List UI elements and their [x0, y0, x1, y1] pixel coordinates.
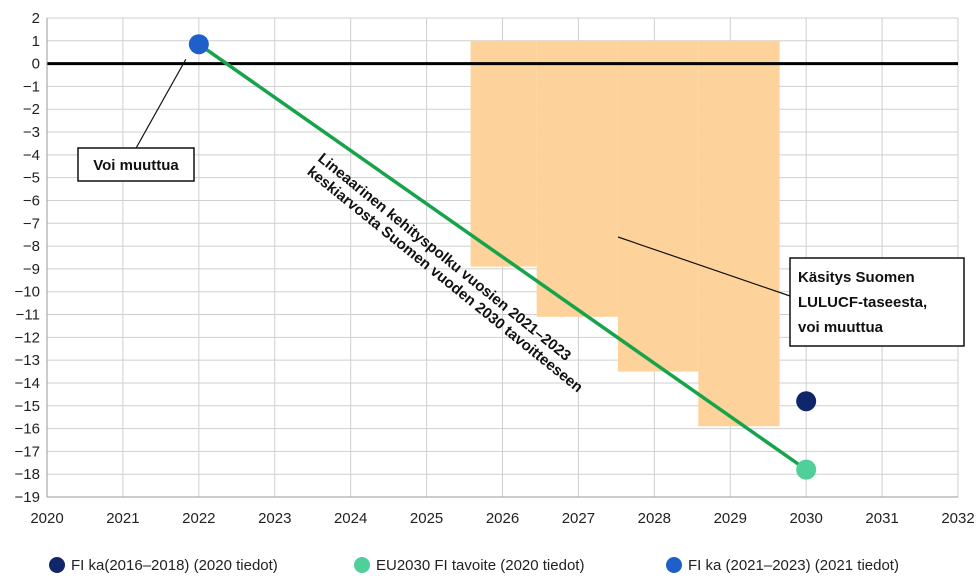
y-tick-label: −10: [15, 284, 40, 301]
x-tick-label: 2032: [941, 510, 974, 527]
legend-item-fi-ka-2021-2023: FI ka (2021–2023) (2021 tiedot): [666, 557, 899, 574]
data-points: [188, 34, 817, 480]
band-annotation-line3: voi muuttua: [798, 319, 884, 336]
legend-marker-fi-ka-2021-2023: [666, 557, 682, 573]
x-tick-labels: 2020 2021 2022 2023 2024 2025 2026 2027 2028 2029…: [30, 510, 974, 527]
legend-label-fi-ka-2021-2023: FI ka (2021–2023) (2021 tiedot): [688, 557, 899, 574]
y-tick-label: −1: [23, 78, 40, 95]
y-tick-label: −17: [15, 443, 40, 460]
x-tick-label: 2028: [638, 510, 671, 527]
y-tick-label: −8: [23, 238, 40, 255]
x-tick-label: 2026: [486, 510, 519, 527]
y-tick-label: −7: [23, 215, 40, 232]
band-annotation-box: [789, 257, 965, 347]
voi-muuttua-box: [77, 147, 195, 182]
trajectory-line: [197, 42, 808, 472]
legend-marker-fi-ka-2016-2018: [49, 557, 65, 573]
band-annotation-line1: Käsitys Suomen: [798, 269, 915, 286]
data-point: [796, 391, 817, 412]
band-annotation-line2: LULUCF-taseesta,: [798, 294, 927, 311]
x-tick-label: 2024: [334, 510, 367, 527]
legend-item-eu2030-tavoite: EU2030 FI tavoite (2020 tiedot): [354, 557, 584, 574]
y-tick-label: −5: [23, 170, 40, 187]
voi-muuttua-leader-line: [134, 58, 187, 151]
x-tick-label: 2027: [562, 510, 595, 527]
y-tick-label: −2: [23, 101, 40, 118]
y-tick-label: −18: [15, 466, 40, 483]
legend-label-fi-ka-2016-2018: FI ka(2016–2018) (2020 tiedot): [71, 557, 278, 574]
x-tick-label: 2025: [410, 510, 443, 527]
y-tick-label: −15: [15, 398, 40, 415]
x-tick-label: 2022: [182, 510, 215, 527]
y-tick-label: −4: [23, 147, 40, 164]
x-tick-label: 2021: [106, 510, 139, 527]
y-tick-label: −14: [15, 375, 40, 392]
y-tick-labels: 2 1 0 −1 −2 −3 −4 −5 −6 −7 −8 −9 −10 −11 −12 −13 −14 −15 −…: [15, 10, 40, 506]
range-band-step: [470, 40, 537, 267]
range-band: [470, 40, 780, 427]
band-leader-line: [617, 236, 791, 297]
y-tick-label: −3: [23, 124, 40, 141]
x-tick-label: 2020: [30, 510, 63, 527]
y-tick-label: 0: [32, 56, 40, 73]
legend: FI ka(2016–2018) (2020 tiedot) EU2030 FI…: [49, 557, 899, 574]
plot-frame: [46, 18, 958, 498]
y-tick-label: −19: [15, 489, 40, 506]
x-tick-label: 2023: [258, 510, 291, 527]
trajectory-segment: [197, 42, 808, 472]
y-tick-label: −16: [15, 421, 40, 438]
range-band-step: [617, 40, 699, 372]
y-tick-label: 2: [32, 10, 40, 27]
y-tick-label: 1: [32, 33, 40, 50]
range-band-step: [536, 40, 618, 317]
y-tick-label: −6: [23, 192, 40, 209]
legend-label-eu2030-tavoite: EU2030 FI tavoite (2020 tiedot): [376, 557, 584, 574]
y-tick-label: −11: [16, 307, 40, 324]
x-tick-label: 2031: [865, 510, 898, 527]
legend-item-fi-ka-2016-2018: FI ka(2016–2018) (2020 tiedot): [49, 557, 278, 574]
y-tick-label: −12: [15, 329, 40, 346]
x-tick-label: 2030: [789, 510, 822, 527]
data-point: [796, 459, 817, 480]
range-band-step: [698, 40, 780, 427]
data-point: [188, 34, 209, 55]
y-tick-label: −9: [23, 261, 40, 278]
voi-muuttua-label: Voi muuttua: [93, 157, 179, 174]
y-tick-label: −13: [15, 352, 40, 369]
x-tick-label: 2029: [714, 510, 747, 527]
legend-marker-eu2030-tavoite: [354, 557, 370, 573]
